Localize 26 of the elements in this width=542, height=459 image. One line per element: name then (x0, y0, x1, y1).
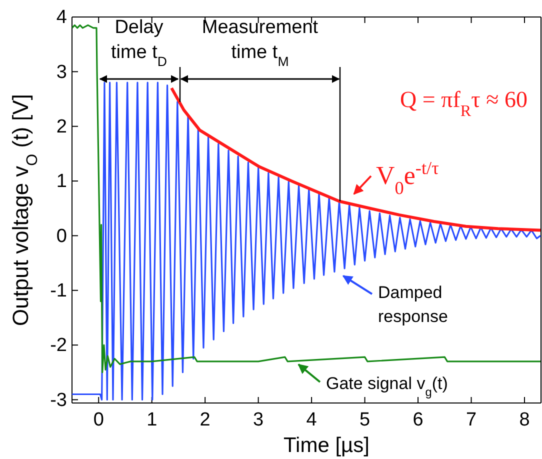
x-tick-label: 7 (466, 409, 477, 430)
annotation: Gate signal v$_{g}$(t) (326, 374, 448, 399)
x-tick-label: 1 (146, 409, 158, 430)
x-tick-label: 8 (519, 409, 530, 430)
annotation: Damped response (378, 283, 448, 326)
y-tick-label: 4 (56, 7, 68, 28)
x-tick-label: 5 (360, 409, 370, 430)
annotation: V$_{0}$e$^{-t/τ}$ (376, 158, 439, 198)
x-axis-title: Time [µs] (284, 434, 370, 457)
x-tick-label: 6 (412, 409, 424, 430)
y-tick-label: -3 (50, 390, 67, 411)
annotation: Q = πf$_{R}$τ ≈ 60 (400, 87, 528, 120)
line-series (170, 86, 541, 232)
y-tick-label: -2 (50, 335, 67, 356)
annotation: Measurement time t$_{M}$ (202, 17, 319, 68)
x-tick-label: 3 (253, 409, 264, 430)
y-tick-label: -1 (50, 280, 67, 302)
y-tick-label: 3 (56, 62, 67, 83)
y-tick-label: 2 (56, 116, 67, 138)
y-tick-label: 1 (56, 171, 67, 192)
annotation: Delay time t$_{D}$ (110, 17, 168, 68)
x-tick-label: 0 (93, 409, 104, 430)
line-series (72, 82, 541, 401)
y-tick-label: 0 (56, 226, 67, 247)
x-tick-label: 4 (306, 409, 318, 430)
x-tick-label: 2 (200, 409, 210, 430)
